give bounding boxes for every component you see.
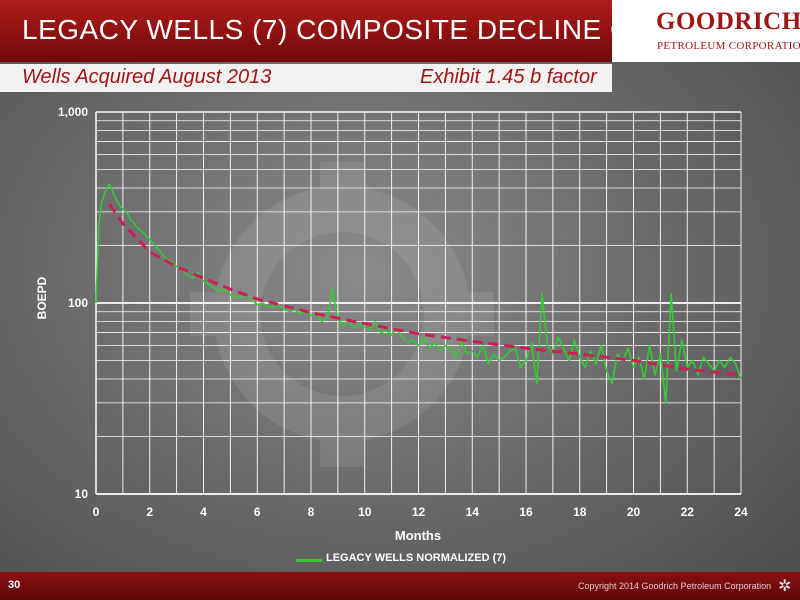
x-tick-label: 20: [627, 505, 641, 519]
chart-series: [95, 183, 742, 404]
x-tick-label: 18: [573, 505, 587, 519]
exhibit-label: Exhibit 1.45 b factor: [420, 66, 597, 88]
logo-area: [612, 0, 800, 62]
legend-label-legacy-wells: LEGACY WELLS NORMALIZED (7): [326, 552, 507, 564]
x-tick-label: 2: [146, 505, 153, 519]
series-line-decline-fit: [108, 203, 742, 377]
chart-grid: [95, 111, 742, 495]
x-tick-label: 0: [93, 505, 100, 519]
slide-subtitle: Wells Acquired August 2013: [22, 66, 272, 88]
footer-bar: [0, 572, 800, 600]
title-bar: [0, 0, 612, 62]
x-tick-label: 12: [412, 505, 426, 519]
x-axis-label: Months: [395, 528, 441, 543]
company-logo-subtitle: PETROLEUM CORPORATION: [657, 40, 800, 52]
copyright-text: Copyright 2014 Goodrich Petroleum Corpor…: [578, 581, 772, 591]
x-tick-label: 16: [519, 505, 533, 519]
slide-title: LEGACY WELLS (7) COMPOSITE DECLINE CURVE: [22, 14, 711, 45]
x-tick-label: 6: [254, 505, 261, 519]
y-tick-label: 1,000: [58, 105, 88, 119]
x-tick-label: 10: [358, 505, 372, 519]
x-tick-label: 8: [308, 505, 315, 519]
series-line-legacy-wells: [95, 183, 742, 404]
gear-watermark-icon: [190, 162, 494, 467]
company-logo: GOODRICH: [656, 8, 800, 35]
x-tick-label: 4: [200, 505, 207, 519]
page-number: 30: [8, 579, 21, 591]
legend-swatch-legacy-wells: [296, 559, 322, 562]
x-tick-label: 22: [681, 505, 695, 519]
subtitle-bar: [0, 64, 612, 92]
y-tick-label: 10: [75, 487, 89, 501]
y-tick-label: 100: [68, 296, 88, 310]
x-tick-label: 24: [734, 505, 748, 519]
x-tick-label: 14: [466, 505, 480, 519]
y-axis-label: BOEPD: [35, 276, 49, 319]
gear-icon: ✲: [778, 578, 792, 595]
